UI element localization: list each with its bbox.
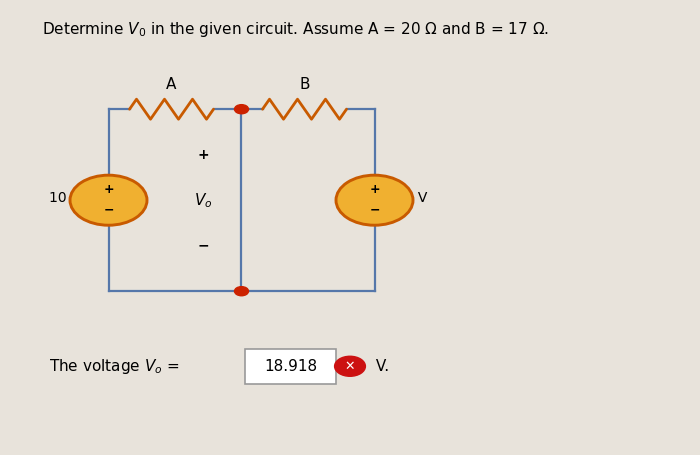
Text: ✕: ✕ <box>344 360 355 373</box>
Text: 18.918: 18.918 <box>264 359 317 374</box>
Text: $V_o$: $V_o$ <box>194 191 212 210</box>
Text: The voltage $V_o$ =: The voltage $V_o$ = <box>49 357 181 376</box>
Text: Determine $V_0$ in the given circuit. Assume A = 20 Ω and B = 17 Ω.: Determine $V_0$ in the given circuit. As… <box>42 20 549 39</box>
Circle shape <box>335 356 365 376</box>
Text: −: − <box>197 239 209 253</box>
Circle shape <box>234 287 248 296</box>
Text: +: + <box>197 148 209 162</box>
Text: B: B <box>300 77 309 91</box>
Circle shape <box>70 175 147 225</box>
Text: 10 V: 10 V <box>49 191 80 205</box>
Circle shape <box>336 175 413 225</box>
Text: 25 V: 25 V <box>395 191 427 205</box>
Text: −: − <box>370 203 379 216</box>
Text: +: + <box>103 183 114 196</box>
Text: V.: V. <box>371 359 389 374</box>
Text: A: A <box>167 77 176 91</box>
Circle shape <box>234 105 248 114</box>
FancyBboxPatch shape <box>245 349 336 384</box>
Text: +: + <box>369 183 380 196</box>
Text: −: − <box>104 203 113 216</box>
